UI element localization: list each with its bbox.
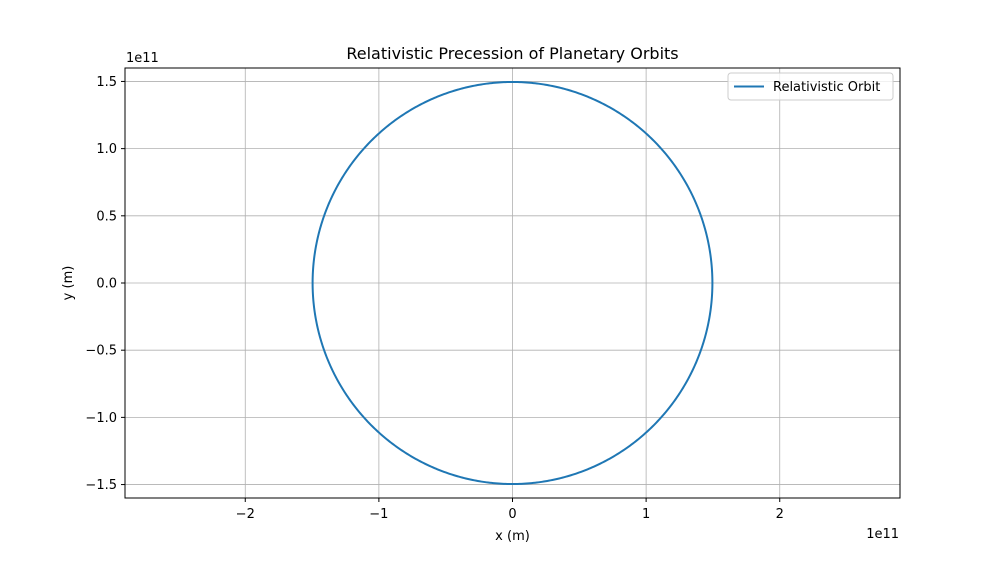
legend-box <box>727 72 894 101</box>
x-axis-offset-label: 1e11 <box>866 527 899 542</box>
x-tick-label: 0 <box>508 507 516 522</box>
y-tick-label: −1.0 <box>85 411 117 426</box>
plot-area: −2 −1 0 1 2 −1.5 −1.0 −0.5 0.0 0.5 1.0 1.5 <box>85 67 901 522</box>
x-tick-label: 2 <box>776 507 784 522</box>
y-tick-label: 0.0 <box>96 277 117 292</box>
legend: Relativistic Orbit <box>727 72 894 101</box>
x-axis-label: x (m) <box>495 529 530 544</box>
y-tick-label: 0.5 <box>96 209 117 224</box>
x-tick-label: 1 <box>642 507 650 522</box>
y-tick-label: 1.0 <box>96 142 117 157</box>
y-axis-label: y (m) <box>61 266 76 301</box>
legend-entry-label: Relativistic Orbit <box>773 80 880 95</box>
y-tick-label: −1.5 <box>85 478 117 493</box>
y-tick-label: 1.5 <box>96 75 117 90</box>
y-axis-offset-label: 1e11 <box>126 51 159 66</box>
x-tick-label: −1 <box>369 507 388 522</box>
x-tick-label: −2 <box>236 507 255 522</box>
orbit-line <box>311 80 714 486</box>
y-tick-label: −0.5 <box>85 344 117 359</box>
chart-title: Relativistic Precession of Planetary Orb… <box>346 44 678 63</box>
